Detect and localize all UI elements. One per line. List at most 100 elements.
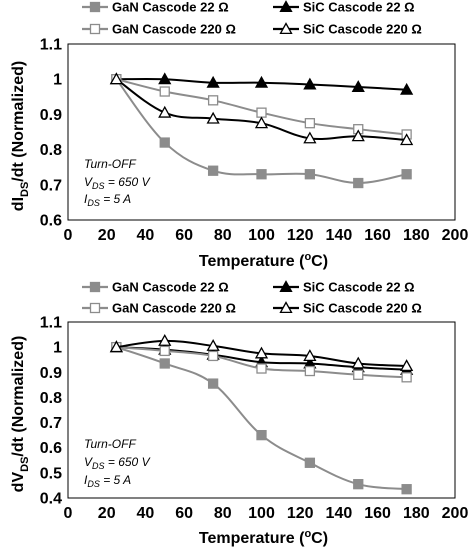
x-tick-label: 180 [403, 505, 430, 522]
y-tick-label: 1.1 [40, 315, 62, 332]
data-point [351, 129, 365, 142]
data-point [207, 165, 219, 176]
data-point [351, 356, 365, 369]
x-tick-label: 160 [364, 505, 391, 522]
x-axis-label: Temperature (oC) [199, 528, 328, 547]
data-point [400, 133, 414, 146]
legend-label: GaN Cascode 22 Ω [112, 0, 229, 15]
legend-marker [89, 23, 101, 35]
data-point [158, 334, 172, 346]
data-point [158, 105, 172, 118]
y-tick-label: 0.5 [40, 465, 62, 482]
data-point [401, 372, 412, 383]
data-point [303, 349, 317, 361]
x-tick-label: 40 [137, 505, 155, 522]
data-point [353, 177, 364, 189]
series-4 [109, 72, 414, 146]
annotation-line: Turn-OFF [84, 157, 136, 171]
y-axis-label: dIDS/dt (Normalized) [10, 61, 31, 211]
data-point [304, 457, 316, 468]
legend-marker [279, 301, 293, 314]
legend-marker [279, 22, 293, 35]
legend-marker [279, 0, 293, 13]
data-point [109, 340, 123, 353]
data-point [159, 358, 170, 369]
legend-marker [89, 302, 101, 314]
x-tick-label: 200 [442, 505, 469, 522]
x-tick-label: 120 [287, 227, 314, 244]
plot-area-frame [67, 321, 456, 499]
x-axis-label: Temperature (oC) [199, 251, 328, 270]
x-tick-label: 80 [214, 505, 232, 522]
x-tick-label: 160 [364, 227, 391, 244]
data-point [304, 118, 316, 129]
legend-item: GaN Cascode 220 Ω [82, 22, 236, 37]
legend-item: GaN Cascode 220 Ω [82, 301, 236, 316]
data-point [353, 479, 364, 490]
data-point [256, 429, 267, 441]
annotation-line: Turn-OFF [84, 437, 136, 451]
legend-item: GaN Cascode 22 Ω [82, 280, 229, 295]
chart-panel-1: 0 20 40 60 80 100 120 140 160 180 200 0.6 0.7 0.8 0.9 1… [10, 0, 468, 270]
annotation-line: VDS = 650 V [84, 175, 151, 191]
y-tick-label: 1.1 [40, 37, 62, 54]
data-point [254, 75, 269, 88]
legend-label: SiC Cascode 220 Ω [303, 22, 422, 37]
data-point [256, 363, 267, 374]
data-point [303, 77, 317, 90]
y-tick-label: 0.8 [40, 390, 62, 407]
data-point [304, 169, 316, 180]
legend-item: SiC Cascode 22 Ω [273, 280, 415, 295]
data-point [401, 484, 412, 495]
x-tick-label: 140 [326, 505, 353, 522]
data-point [206, 75, 220, 88]
legend-item: GaN Cascode 22 Ω [82, 0, 229, 15]
data-point [207, 95, 219, 106]
data-point [256, 107, 267, 118]
legend-marker [279, 280, 293, 293]
x-tick-label: 140 [326, 227, 353, 244]
data-point [109, 72, 123, 85]
legend-label: GaN Cascode 220 Ω [112, 301, 236, 316]
y-tick-label: 0.7 [40, 415, 62, 432]
legend-item: SiC Cascode 22 Ω [273, 0, 415, 15]
x-tick-label: 0 [64, 227, 73, 244]
plot-area-frame [67, 43, 456, 221]
data-point [159, 137, 170, 148]
data-point [303, 131, 317, 144]
x-tick-label: 20 [98, 227, 116, 244]
annotation-line: IDS = 5 A [84, 473, 131, 489]
legend: GaN Cascode 22 Ω SiC Cascode 22 Ω GaN Casc… [82, 280, 422, 316]
x-tick-label: 80 [214, 227, 232, 244]
chart-panel-2: 0 20 40 60 80 100 120 140 160 180 200 0.4 0.5 0.6 0.7 0… [10, 280, 468, 548]
series-1 [111, 74, 412, 189]
x-tick-label: 180 [403, 227, 430, 244]
y-tick-label: 0.4 [40, 491, 62, 508]
data-point [254, 116, 269, 129]
legend-label: SiC Cascode 22 Ω [303, 280, 415, 295]
data-point [256, 169, 267, 180]
annotation-line: IDS = 5 A [84, 192, 131, 208]
data-point [159, 345, 170, 357]
data-point [159, 86, 170, 97]
y-tick-label: 1 [53, 340, 62, 357]
series-2 [109, 72, 414, 95]
y-tick-label: 0.6 [40, 440, 62, 457]
data-point [206, 111, 220, 124]
x-tick-label: 120 [287, 505, 314, 522]
y-tick-label: 0.9 [40, 107, 62, 124]
legend-label: GaN Cascode 22 Ω [112, 280, 229, 295]
x-tick-label: 60 [175, 227, 193, 244]
data-point [158, 72, 172, 85]
data-point [206, 339, 220, 351]
legend-label: GaN Cascode 220 Ω [112, 22, 236, 37]
legend-item: SiC Cascode 220 Ω [273, 22, 422, 37]
data-point [400, 82, 414, 95]
data-point [353, 369, 364, 380]
data-point [401, 169, 412, 180]
legend-item: SiC Cascode 220 Ω [273, 301, 422, 316]
data-point [351, 80, 365, 92]
